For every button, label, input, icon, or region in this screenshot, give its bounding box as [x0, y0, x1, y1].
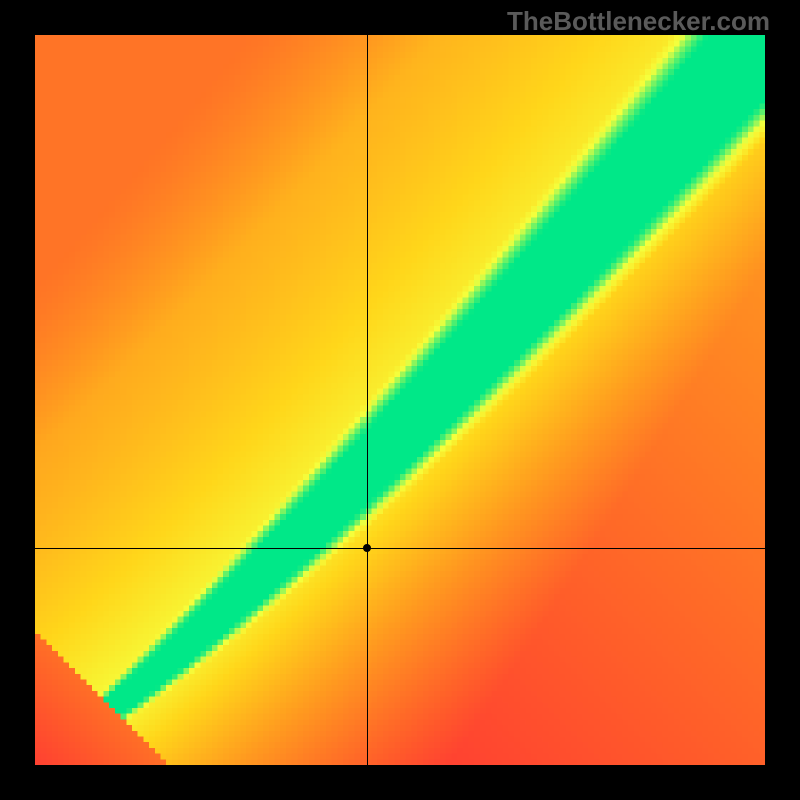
bottleneck-heatmap	[35, 35, 765, 765]
watermark-text: TheBottlenecker.com	[507, 6, 770, 37]
crosshair-vertical	[367, 35, 368, 765]
crosshair-horizontal	[35, 548, 765, 549]
chart-container: TheBottlenecker.com	[0, 0, 800, 800]
crosshair-marker-dot	[363, 544, 371, 552]
